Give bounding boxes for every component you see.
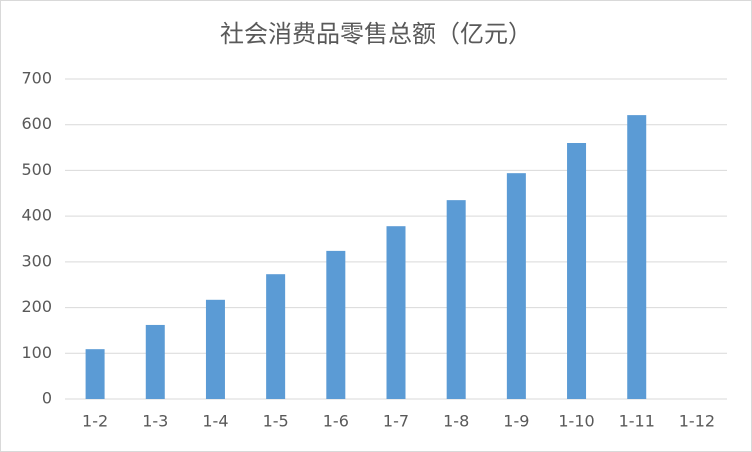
bar	[266, 274, 286, 399]
x-tick-label: 1-12	[679, 412, 715, 431]
chart-title: 社会消费品零售总额（亿元）	[220, 20, 532, 48]
bar	[386, 226, 406, 399]
y-tick-label: 400	[21, 206, 52, 225]
bar	[145, 324, 165, 399]
y-tick-label: 700	[21, 69, 52, 88]
bar	[627, 115, 647, 399]
bar	[205, 299, 225, 399]
x-tick-label: 1-9	[503, 412, 529, 431]
bar	[85, 349, 105, 399]
x-tick-label: 1-10	[558, 412, 594, 431]
bar	[446, 200, 466, 399]
x-tick-label: 1-2	[82, 412, 108, 431]
x-tick-label: 1-11	[619, 412, 655, 431]
y-tick-label: 300	[21, 251, 52, 270]
y-tick-label: 500	[21, 160, 52, 179]
y-tick-label: 100	[21, 343, 52, 362]
bar	[567, 143, 587, 399]
bar	[506, 173, 526, 399]
y-tick-label: 0	[42, 389, 52, 408]
y-tick-label: 600	[21, 114, 52, 133]
x-tick-label: 1-8	[443, 412, 469, 431]
y-tick-label: 200	[21, 297, 52, 316]
x-tick-label: 1-5	[263, 412, 289, 431]
x-tick-label: 1-7	[383, 412, 409, 431]
x-tick-label: 1-3	[142, 412, 168, 431]
x-tick-label: 1-4	[202, 412, 228, 431]
x-tick-label: 1-6	[323, 412, 349, 431]
bar	[326, 250, 346, 399]
